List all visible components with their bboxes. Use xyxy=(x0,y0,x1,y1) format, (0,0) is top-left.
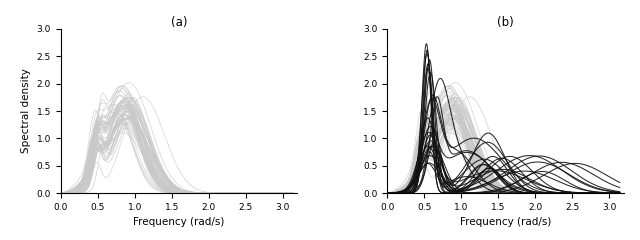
Title: (a): (a) xyxy=(171,16,188,29)
Title: (b): (b) xyxy=(497,16,514,29)
X-axis label: Frequency (rad/s): Frequency (rad/s) xyxy=(133,217,225,228)
Y-axis label: Spectral density: Spectral density xyxy=(21,69,31,153)
X-axis label: Frequency (rad/s): Frequency (rad/s) xyxy=(460,217,552,228)
